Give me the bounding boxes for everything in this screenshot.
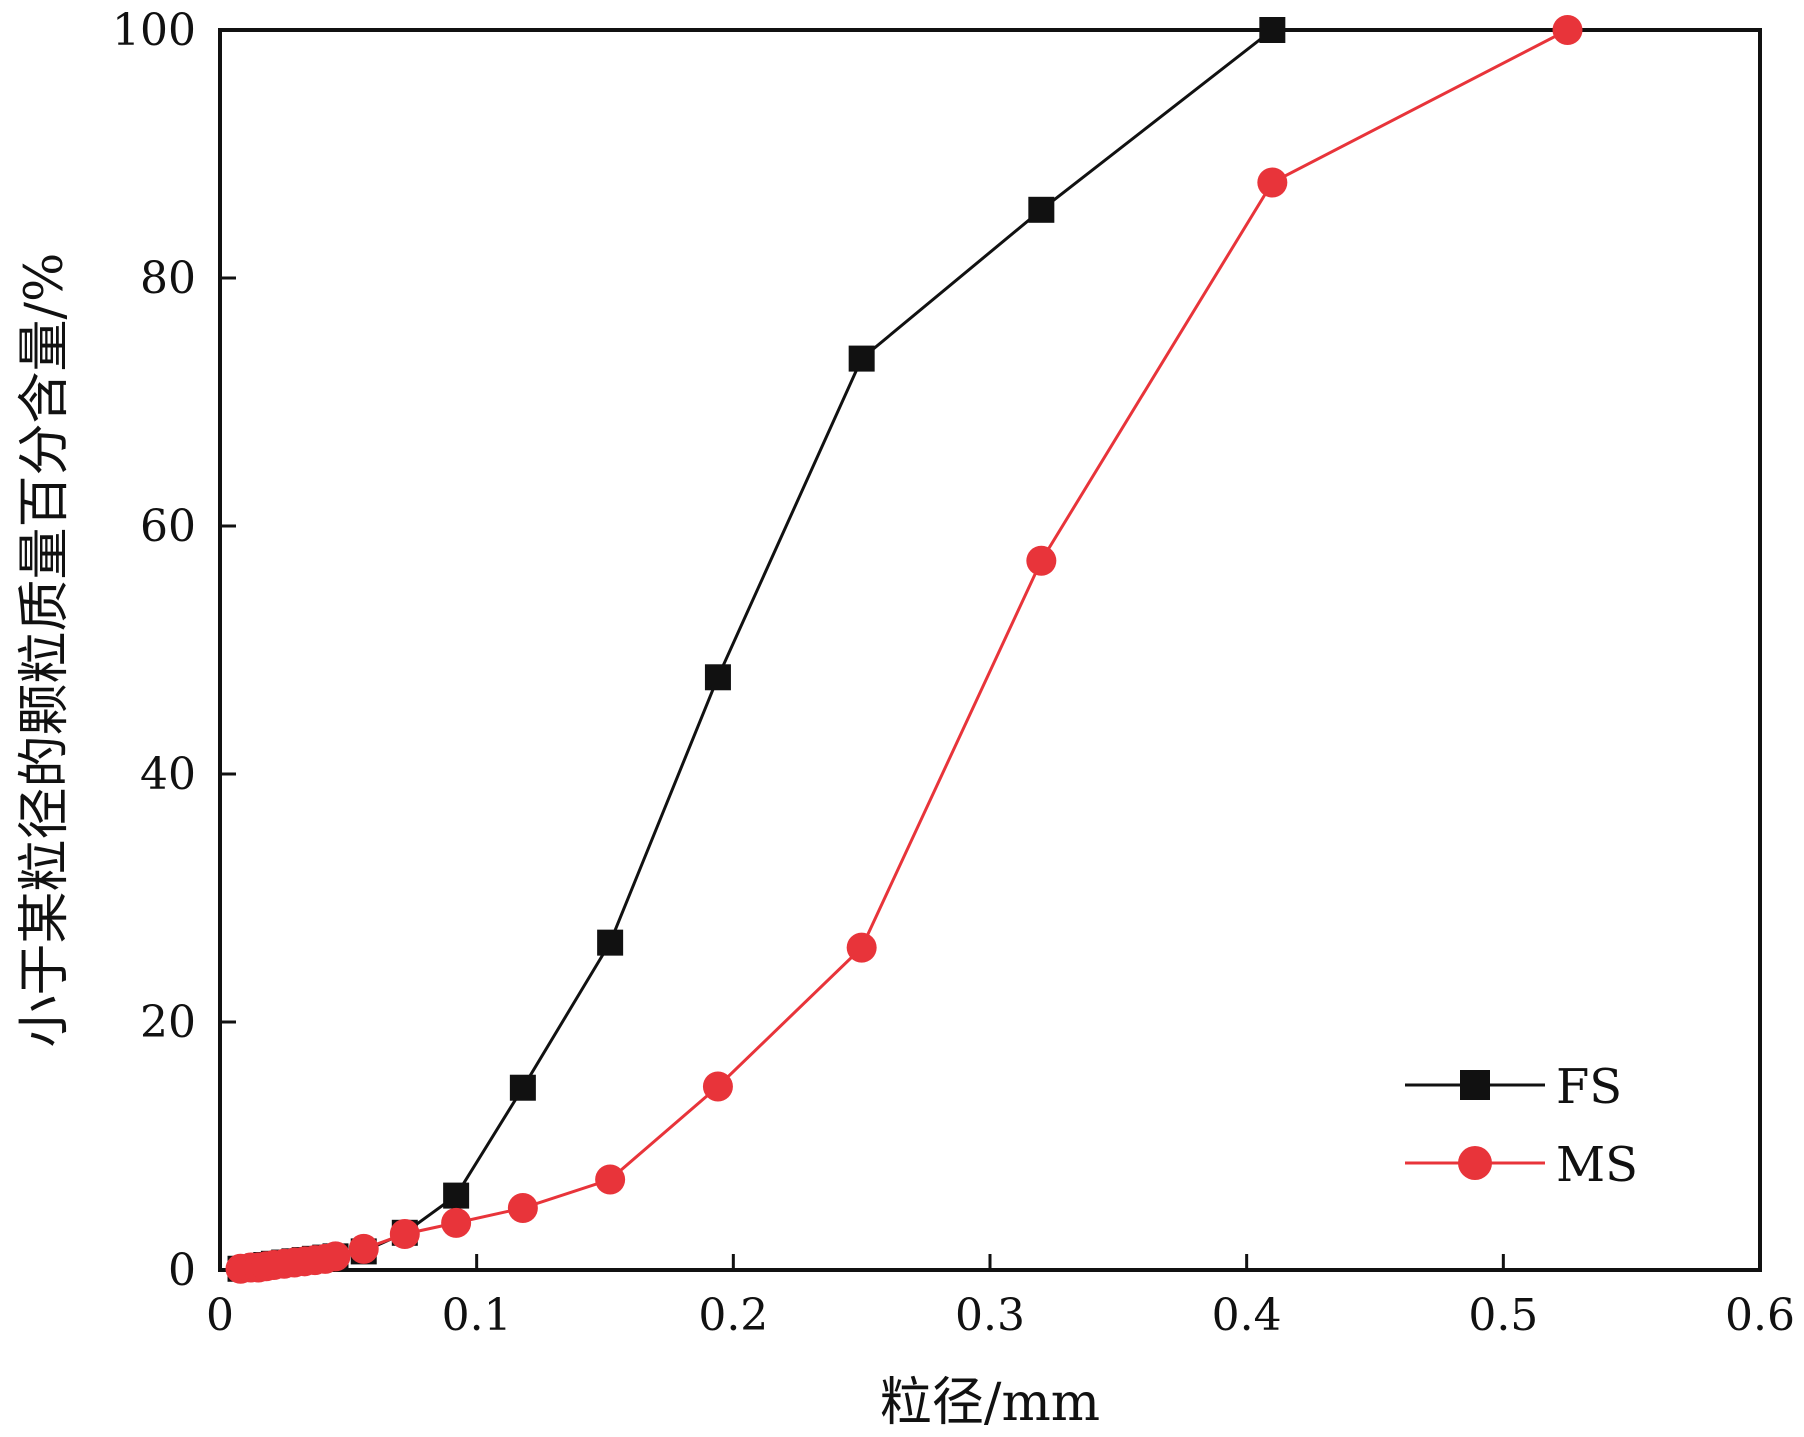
legend-fs-marker bbox=[1460, 1070, 1490, 1100]
y-tick-label: 100 bbox=[112, 5, 196, 56]
y-axis: 0 20 40 60 80 100 bbox=[112, 5, 236, 1296]
legend-ms-label: MS bbox=[1556, 1137, 1638, 1193]
x-tick-label: 0 bbox=[206, 1290, 234, 1341]
x-tick-label: 0.3 bbox=[955, 1290, 1025, 1341]
data-point-ms bbox=[441, 1207, 472, 1238]
y-tick-label: 80 bbox=[140, 253, 196, 304]
legend-fs-label: FS bbox=[1556, 1059, 1622, 1115]
y-axis-title: 小于某粒径的颗粒质量百分含量/% bbox=[15, 253, 75, 1048]
legend: FS MS bbox=[1405, 1059, 1638, 1193]
series-line-ms bbox=[240, 28, 1569, 1271]
data-point-ms bbox=[1257, 167, 1288, 198]
series-line-fs bbox=[240, 28, 1274, 1271]
data-point-fs bbox=[848, 345, 875, 372]
data-point-fs bbox=[509, 1074, 536, 1101]
data-point-ms bbox=[846, 932, 877, 963]
data-point-ms bbox=[1552, 15, 1583, 45]
x-tick-label: 0.6 bbox=[1725, 1290, 1795, 1341]
x-axis-title: 粒径/mm bbox=[880, 1373, 1100, 1433]
data-point-fs bbox=[597, 929, 624, 956]
data-point-fs bbox=[704, 664, 731, 691]
data-point-ms bbox=[507, 1193, 538, 1223]
data-point-ms bbox=[595, 1164, 626, 1195]
y-tick-label: 20 bbox=[140, 997, 196, 1048]
data-point-fs bbox=[1028, 196, 1055, 223]
data-point-ms bbox=[348, 1233, 379, 1264]
y-tick-label: 40 bbox=[140, 749, 196, 800]
x-tick-label: 0.4 bbox=[1212, 1290, 1282, 1341]
data-point-fs bbox=[1259, 17, 1286, 43]
data-point-ms bbox=[389, 1219, 420, 1250]
data-point-ms bbox=[1026, 545, 1057, 576]
data-point-ms bbox=[702, 1071, 733, 1102]
data-point-ms bbox=[320, 1241, 351, 1272]
y-tick-label: 60 bbox=[140, 501, 196, 552]
y-tick-label: 0 bbox=[168, 1245, 196, 1296]
series-layer bbox=[225, 15, 1583, 1284]
x-tick-label: 0.2 bbox=[698, 1290, 768, 1341]
x-tick-label: 0.1 bbox=[442, 1290, 512, 1341]
x-tick-label: 0.5 bbox=[1468, 1290, 1538, 1341]
legend-ms-marker bbox=[1458, 1146, 1492, 1180]
x-axis: 0 0.1 0.2 0.3 0.4 0.5 0.6 bbox=[206, 1254, 1795, 1341]
data-point-fs bbox=[443, 1182, 470, 1209]
